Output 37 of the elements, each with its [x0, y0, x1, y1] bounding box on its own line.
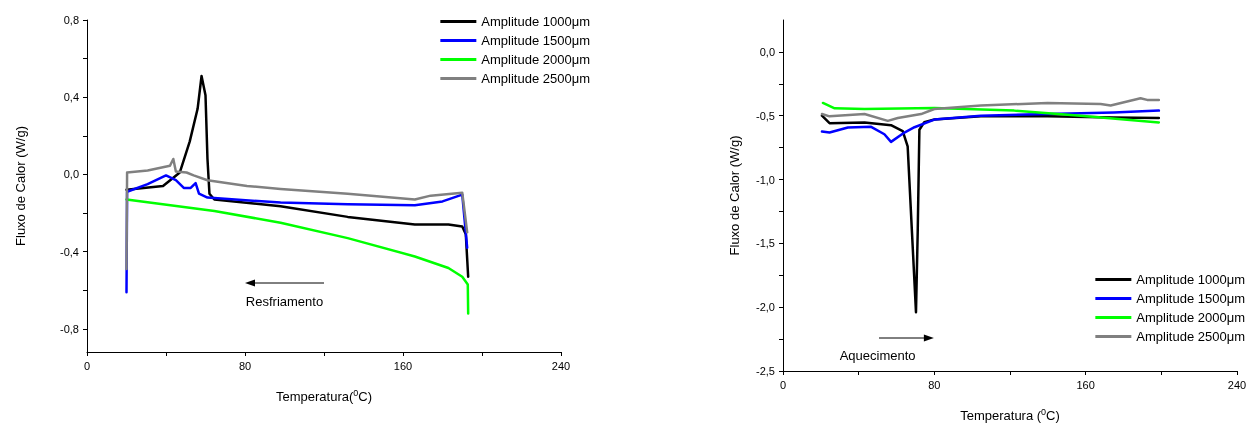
y-tick-label: -0,5 — [756, 109, 775, 122]
y-tick-label: -0,4 — [60, 245, 79, 258]
x-tick-label: 0 — [83, 359, 91, 372]
annotation: Resfriamento — [245, 294, 324, 310]
y-tick-label: -1,5 — [756, 237, 775, 250]
y-tick-label: -2,5 — [756, 365, 775, 377]
y-axis-title: Fluxo de Calor (W/g) — [727, 135, 742, 256]
y-tick-label: 0,0 — [63, 168, 79, 181]
y-tick-label: 0,4 — [63, 91, 79, 104]
y-tick-label: -0,8 — [60, 322, 79, 335]
line-series — [125, 74, 470, 278]
y-axis-title: Fluxo de Calor (W/g) — [13, 126, 28, 246]
x-tick-label: 0 — [779, 378, 787, 391]
x-tick-label: 240 — [551, 359, 571, 372]
line-series — [125, 198, 470, 315]
x-tick-label: 160 — [1076, 378, 1095, 391]
legend-label: Amplitude 2000μm — [481, 52, 591, 67]
y-tick-label: 0,0 — [759, 45, 775, 58]
annotation: Aquecimento — [839, 348, 916, 364]
legend-label: Amplitude 1500μm — [1136, 291, 1246, 306]
legend-label: Amplitude 1000μm — [481, 14, 591, 29]
x-tick-label: 160 — [393, 359, 413, 372]
line-series — [125, 157, 469, 271]
x-tick-label: 80 — [238, 359, 252, 372]
legend-label: Amplitude 1500μm — [481, 33, 591, 48]
legend-label: Amplitude 2500μm — [1136, 329, 1246, 344]
line-series — [820, 109, 1161, 144]
x-tick-label: 240 — [1227, 378, 1247, 391]
y-tick-label: 0,8 — [63, 14, 79, 26]
legend-label: Amplitude 1000μm — [1136, 272, 1246, 287]
y-tick-label: -2,0 — [756, 301, 775, 314]
y-tick-label: -1,0 — [756, 173, 775, 186]
legend-label: Amplitude 2000μm — [1136, 310, 1246, 325]
line-series — [820, 96, 1161, 123]
legend-label: Amplitude 2500μm — [481, 71, 591, 86]
x-tick-label: 80 — [928, 378, 941, 391]
line-series — [821, 101, 1161, 124]
